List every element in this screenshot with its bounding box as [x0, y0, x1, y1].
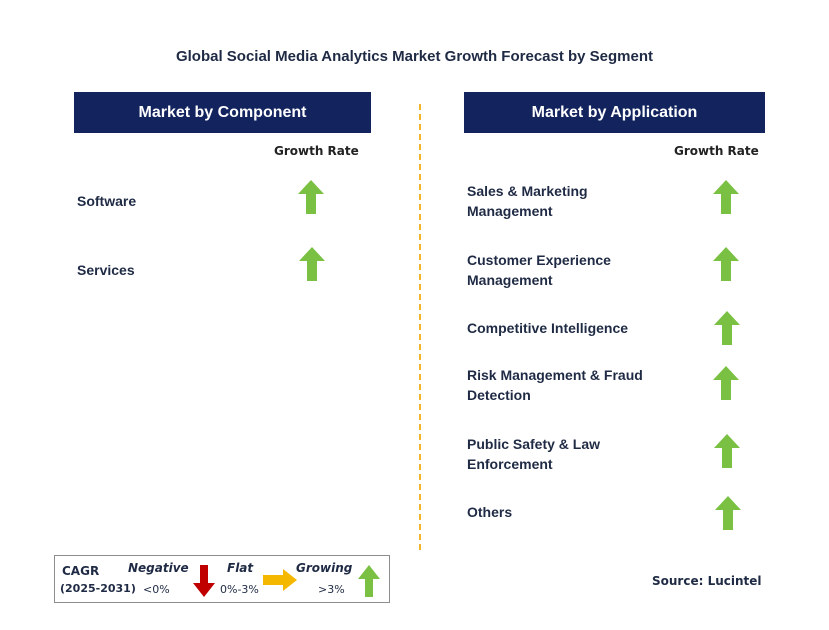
legend-growing-label: Growing: [296, 561, 353, 575]
application-growth-rate-header: Growth Rate: [674, 144, 759, 158]
up-arrow-icon: [713, 366, 739, 400]
application-header-label: Market by Application: [531, 103, 698, 121]
up-arrow-icon: [298, 180, 324, 214]
legend-negative-range: <0%: [143, 583, 170, 596]
application-row-sales-marketing-label: Sales & Marketing Management: [467, 181, 588, 221]
application-row-customer-experience-label: Customer Experience Management: [467, 250, 611, 290]
application-panel-header: Market by Application: [464, 92, 765, 133]
up-arrow-icon: [713, 247, 739, 281]
component-header-label: Market by Component: [138, 103, 307, 121]
component-row-services-label: Services: [77, 262, 135, 278]
up-arrow-icon: [715, 496, 741, 530]
legend-cagr-label: CAGR: [62, 564, 100, 578]
up-arrow-icon: [713, 180, 739, 214]
component-panel-header: Market by Component: [74, 92, 371, 133]
right-arrow-icon: [263, 569, 297, 591]
page-title: Global Social Media Analytics Market Gro…: [175, 48, 654, 65]
cagr-legend: CAGR (2025-2031) Negative <0% Flat 0%-3%…: [54, 555, 390, 603]
label-line: Risk Management & Fraud: [467, 367, 643, 383]
up-arrow-icon: [299, 247, 325, 281]
label-line: Others: [467, 504, 513, 520]
label-line: Public Safety & Law: [467, 436, 601, 452]
legend-growing-range: >3%: [318, 583, 345, 596]
label-line: Management: [467, 203, 553, 219]
label-line: Competitive Intelligence: [467, 320, 629, 336]
label-line: Sales & Marketing: [467, 183, 588, 199]
legend-flat-range: 0%-3%: [220, 583, 259, 596]
up-arrow-icon: [358, 565, 380, 597]
component-row-software-label: Software: [77, 193, 137, 209]
label-line: Enforcement: [467, 456, 553, 472]
label-line: Customer Experience: [467, 252, 611, 268]
up-arrow-icon: [714, 311, 740, 345]
application-row-public-safety-label: Public Safety & Law Enforcement: [467, 434, 600, 474]
down-arrow-icon: [193, 565, 215, 597]
up-arrow-icon: [714, 434, 740, 468]
label-line: Detection: [467, 387, 531, 403]
legend-negative-label: Negative: [128, 561, 189, 575]
application-row-risk-management-label: Risk Management & Fraud Detection: [467, 365, 643, 405]
application-row-others-label: Others: [467, 502, 512, 522]
label-line: Management: [467, 272, 553, 288]
panel-divider: [419, 104, 421, 550]
legend-flat-label: Flat: [227, 561, 254, 575]
component-growth-rate-header: Growth Rate: [274, 144, 359, 158]
source-label: Source: Lucintel: [652, 574, 762, 588]
application-row-competitive-intelligence-label: Competitive Intelligence: [467, 318, 628, 338]
legend-period: (2025-2031): [60, 582, 136, 595]
